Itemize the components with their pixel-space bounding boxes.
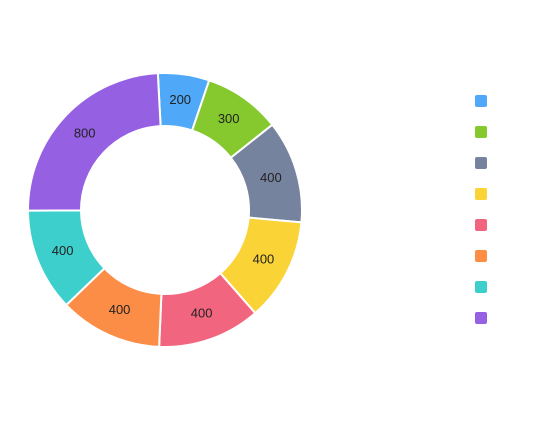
data-label: 800 — [74, 126, 96, 141]
legend-swatch[interactable] — [475, 312, 487, 324]
legend-swatch[interactable] — [475, 95, 487, 107]
legend-swatch[interactable] — [475, 126, 487, 138]
data-label: 300 — [218, 111, 240, 126]
data-label: 400 — [253, 252, 275, 267]
donut-slice — [27, 72, 162, 212]
legend-swatch[interactable] — [475, 157, 487, 169]
legend-swatch[interactable] — [475, 219, 487, 231]
data-label: 200 — [169, 92, 191, 107]
legend-swatch[interactable] — [475, 281, 487, 293]
data-label: 400 — [52, 243, 74, 258]
data-label: 400 — [109, 302, 131, 317]
data-label: 400 — [191, 306, 213, 321]
legend-swatch[interactable] — [475, 250, 487, 262]
legend-swatch[interactable] — [475, 188, 487, 200]
data-label: 400 — [260, 170, 282, 185]
